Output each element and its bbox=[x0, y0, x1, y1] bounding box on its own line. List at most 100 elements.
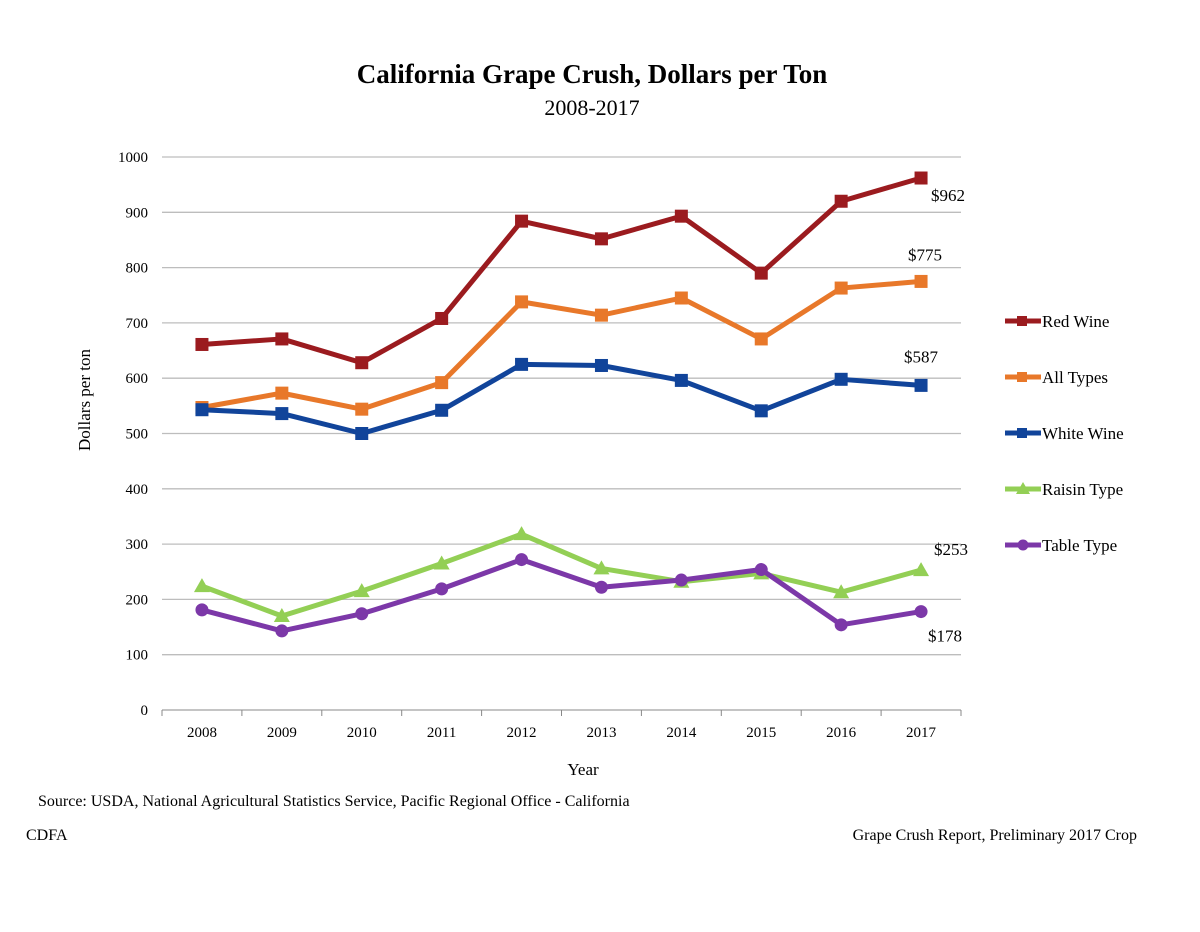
y-tick-label: 700 bbox=[126, 316, 149, 332]
legend-label: White Wine bbox=[1042, 424, 1124, 443]
series-line-red-wine bbox=[199, 175, 924, 366]
data-point-white-wine bbox=[355, 427, 369, 440]
y-tick-label: 900 bbox=[126, 205, 149, 221]
data-point-table-type bbox=[355, 607, 369, 621]
data-point-red-wine bbox=[195, 337, 209, 351]
x-tick-label: 2015 bbox=[746, 725, 776, 741]
data-label-all-types: $775 bbox=[908, 245, 942, 264]
x-tick-label: 2012 bbox=[507, 725, 537, 741]
x-tick-label: 2010 bbox=[347, 725, 377, 741]
x-tick-label: 2013 bbox=[586, 725, 616, 741]
data-point-raisin-type bbox=[833, 584, 850, 599]
legend-label: Red Wine bbox=[1042, 312, 1109, 331]
data-point-red-wine bbox=[674, 209, 688, 223]
data-point-white-wine bbox=[914, 378, 928, 392]
data-point-red-wine bbox=[914, 171, 928, 185]
data-point-all-types bbox=[355, 402, 369, 416]
series-line-raisin-type bbox=[199, 531, 924, 619]
gridlines bbox=[162, 156, 961, 656]
y-axis-ticks: 0 100 200 300 400 500 600 700 800 900 1000 bbox=[118, 150, 148, 719]
data-point-all-types bbox=[515, 295, 529, 309]
data-point-all-types bbox=[674, 291, 688, 305]
data-point-red-wine bbox=[754, 266, 768, 280]
x-tick-label: 2011 bbox=[427, 725, 456, 741]
data-point-raisin-type bbox=[913, 562, 930, 577]
series-raisin-type: $253 bbox=[193, 526, 968, 622]
series-white-wine: $587 bbox=[195, 347, 939, 440]
data-point-red-wine bbox=[275, 332, 289, 346]
chart-subtitle: 2008-2017 bbox=[544, 95, 639, 120]
data-point-table-type bbox=[754, 563, 768, 577]
y-tick-label: 200 bbox=[126, 592, 149, 608]
legend-swatch-marker bbox=[1017, 428, 1027, 438]
data-point-red-wine bbox=[355, 356, 369, 370]
data-point-all-types bbox=[834, 281, 848, 295]
data-point-white-wine bbox=[674, 373, 688, 387]
data-label-red-wine: $962 bbox=[931, 186, 965, 205]
data-point-white-wine bbox=[435, 403, 449, 417]
data-point-white-wine bbox=[195, 403, 209, 417]
data-point-all-types bbox=[914, 274, 928, 288]
data-point-raisin-type bbox=[433, 555, 450, 570]
y-tick-label: 100 bbox=[126, 648, 149, 664]
data-point-table-type bbox=[914, 605, 928, 619]
y-axis-label: Dollars per ton bbox=[75, 349, 94, 451]
x-tick-label: 2008 bbox=[187, 725, 217, 741]
chart-title: California Grape Crush, Dollars per Ton bbox=[357, 59, 828, 89]
x-tick-label: 2009 bbox=[267, 725, 297, 741]
data-point-all-types bbox=[594, 308, 608, 322]
x-tick-label: 2016 bbox=[826, 725, 857, 741]
legend-swatch-marker bbox=[1017, 539, 1029, 551]
series-group: $962 $775 $587 $253 $178 bbox=[193, 171, 968, 646]
footer-right: Grape Crush Report, Preliminary 2017 Cro… bbox=[853, 827, 1137, 844]
data-point-white-wine bbox=[594, 358, 608, 372]
legend-swatch-marker bbox=[1016, 482, 1030, 494]
data-label-raisin-type: $253 bbox=[934, 540, 968, 559]
series-line-white-wine bbox=[199, 361, 924, 436]
legend-item-red-wine: Red Wine bbox=[1005, 312, 1109, 331]
series-table-type: $178 bbox=[195, 553, 962, 646]
data-point-table-type bbox=[515, 553, 529, 567]
data-label-white-wine: $587 bbox=[904, 347, 939, 366]
data-point-white-wine bbox=[834, 372, 848, 386]
data-point-raisin-type bbox=[353, 583, 370, 598]
x-axis-label: Year bbox=[567, 760, 599, 779]
data-point-raisin-type bbox=[273, 607, 290, 622]
data-point-red-wine bbox=[435, 311, 449, 325]
data-point-red-wine bbox=[594, 232, 608, 246]
x-tick-label: 2017 bbox=[906, 725, 937, 741]
data-point-white-wine bbox=[515, 357, 529, 371]
data-point-table-type bbox=[435, 582, 449, 596]
series-line-all-types bbox=[199, 278, 924, 412]
data-point-table-type bbox=[594, 580, 608, 594]
legend-label: All Types bbox=[1042, 368, 1108, 387]
data-point-red-wine bbox=[834, 194, 848, 208]
y-tick-label: 1000 bbox=[118, 150, 148, 166]
y-tick-label: 600 bbox=[126, 371, 149, 387]
y-tick-label: 400 bbox=[126, 482, 149, 498]
series-red-wine: $962 bbox=[195, 171, 965, 370]
data-label-table-type: $178 bbox=[928, 627, 962, 646]
data-point-all-types bbox=[754, 332, 768, 346]
data-point-raisin-type bbox=[193, 578, 210, 593]
y-tick-label: 800 bbox=[126, 261, 149, 277]
data-point-all-types bbox=[435, 376, 449, 390]
y-tick-label: 0 bbox=[141, 703, 149, 719]
data-point-red-wine bbox=[515, 214, 529, 228]
legend-label: Raisin Type bbox=[1042, 480, 1123, 499]
y-tick-label: 500 bbox=[126, 427, 149, 443]
data-point-raisin-type bbox=[593, 560, 610, 575]
data-point-white-wine bbox=[275, 407, 289, 421]
legend-swatch-marker bbox=[1017, 372, 1027, 382]
legend-swatch-marker bbox=[1017, 316, 1027, 326]
data-point-raisin-type bbox=[513, 526, 530, 541]
legend-label: Table Type bbox=[1042, 536, 1117, 555]
legend-item-all-types: All Types bbox=[1005, 368, 1108, 387]
y-tick-label: 300 bbox=[126, 537, 149, 553]
series-line-table-type bbox=[199, 557, 924, 634]
footer-left: CDFA bbox=[26, 827, 68, 844]
x-axis-ticks: 2008 2009 2010 2011 2012 2013 2014 2015 2016 2017 bbox=[161, 710, 962, 741]
x-tick-label: 2014 bbox=[666, 725, 697, 741]
data-point-table-type bbox=[834, 618, 848, 632]
